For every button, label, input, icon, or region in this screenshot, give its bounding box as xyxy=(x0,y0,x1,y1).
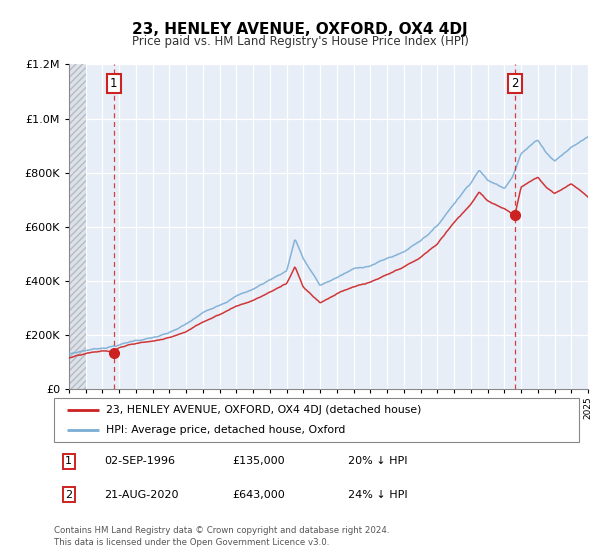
Text: 1: 1 xyxy=(65,456,72,466)
Text: HPI: Average price, detached house, Oxford: HPI: Average price, detached house, Oxfo… xyxy=(107,425,346,435)
Text: 2: 2 xyxy=(511,77,518,90)
Text: £643,000: £643,000 xyxy=(233,489,285,500)
Text: 23, HENLEY AVENUE, OXFORD, OX4 4DJ (detached house): 23, HENLEY AVENUE, OXFORD, OX4 4DJ (deta… xyxy=(107,405,422,415)
Text: 24% ↓ HPI: 24% ↓ HPI xyxy=(348,489,407,500)
Text: 21-AUG-2020: 21-AUG-2020 xyxy=(104,489,178,500)
Text: 2: 2 xyxy=(65,489,72,500)
Text: 1: 1 xyxy=(110,77,118,90)
Text: Price paid vs. HM Land Registry's House Price Index (HPI): Price paid vs. HM Land Registry's House … xyxy=(131,35,469,48)
Text: 20% ↓ HPI: 20% ↓ HPI xyxy=(348,456,407,466)
Text: 02-SEP-1996: 02-SEP-1996 xyxy=(104,456,175,466)
FancyBboxPatch shape xyxy=(54,398,579,442)
Text: Contains HM Land Registry data © Crown copyright and database right 2024.: Contains HM Land Registry data © Crown c… xyxy=(54,526,389,535)
Text: 23, HENLEY AVENUE, OXFORD, OX4 4DJ: 23, HENLEY AVENUE, OXFORD, OX4 4DJ xyxy=(132,22,468,38)
Bar xyxy=(69,64,86,389)
Text: £135,000: £135,000 xyxy=(233,456,285,466)
Text: This data is licensed under the Open Government Licence v3.0.: This data is licensed under the Open Gov… xyxy=(54,538,329,547)
